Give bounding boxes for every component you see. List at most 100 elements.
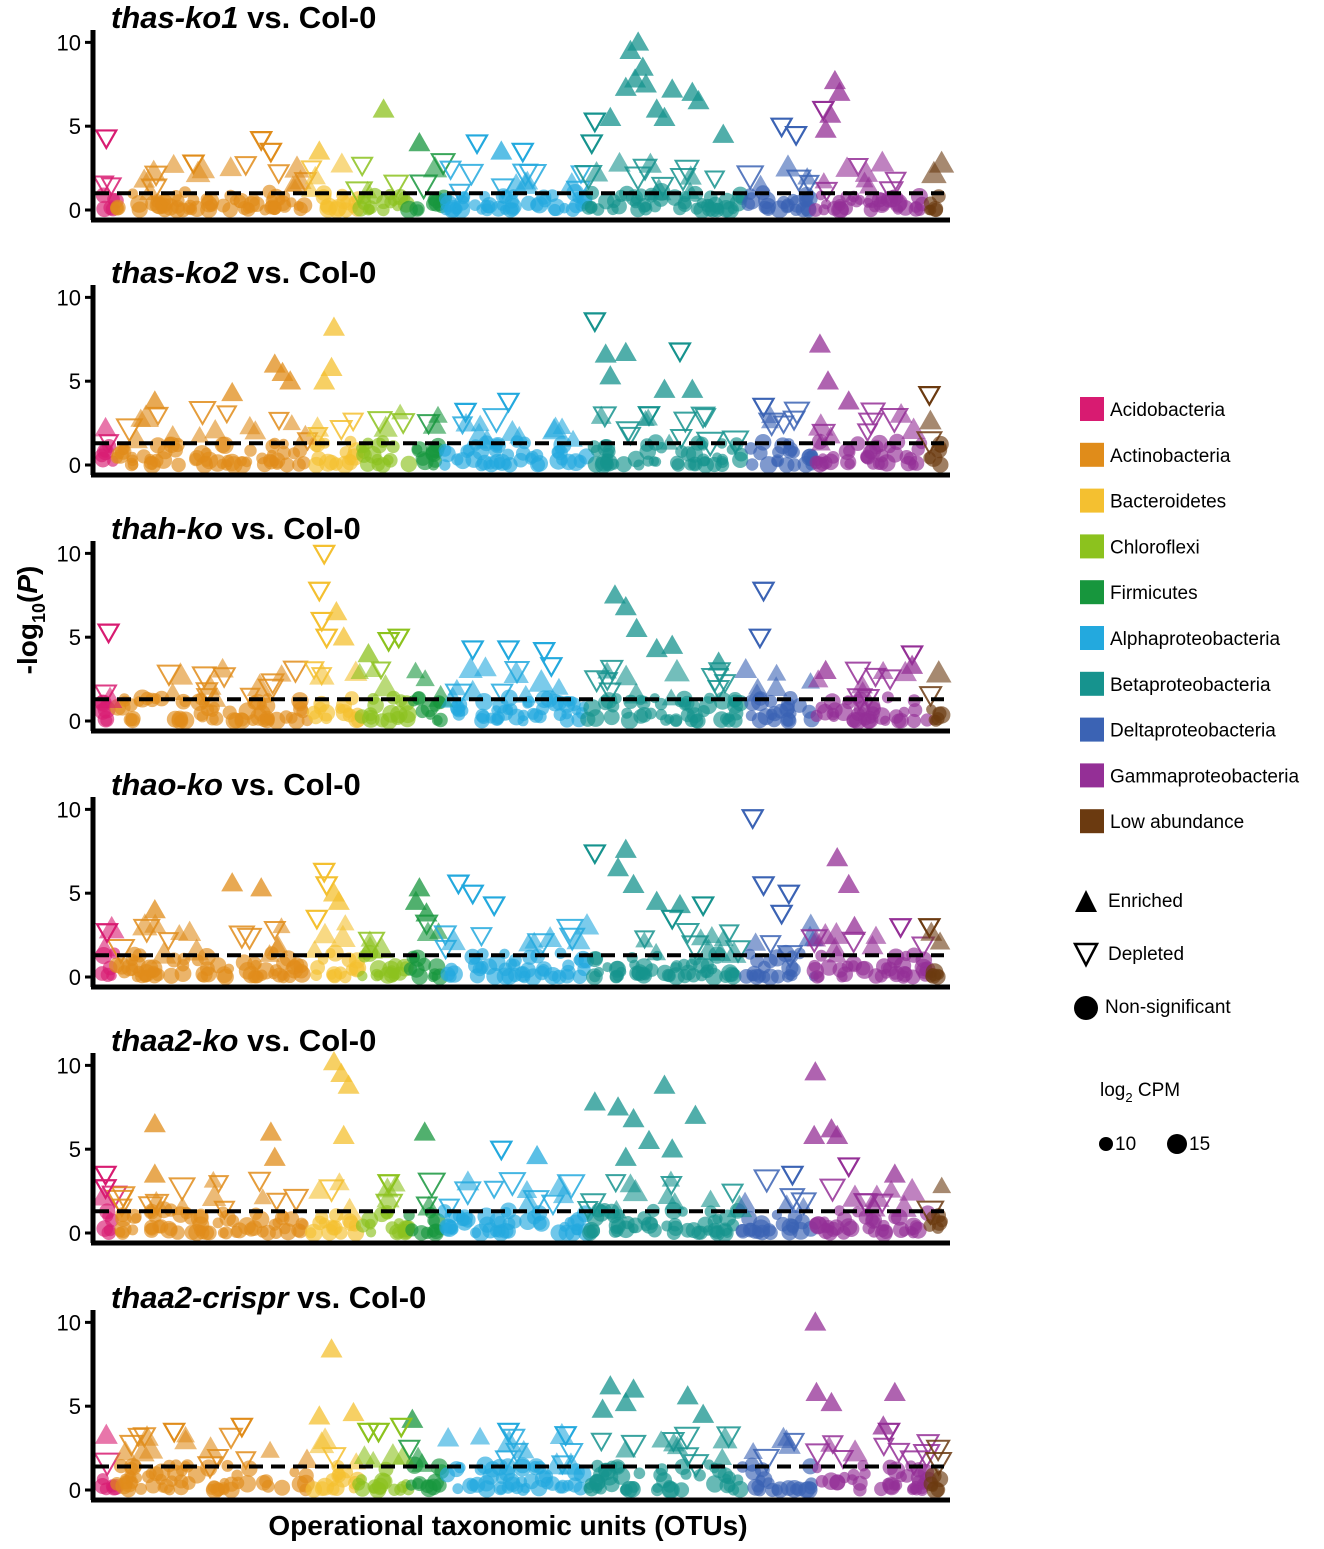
significant-points <box>96 544 924 679</box>
enriched-point <box>456 1170 480 1191</box>
depleted-point <box>356 1422 381 1444</box>
nonsig-point <box>712 1213 723 1225</box>
enriched-point <box>619 1173 642 1193</box>
depleted-point <box>390 413 416 435</box>
depleted-point <box>93 1452 122 1477</box>
enriched-point <box>372 674 399 697</box>
depleted-point <box>314 876 339 898</box>
nonsig-point <box>276 446 291 461</box>
nonsig-point <box>636 707 652 723</box>
panel-title: thas-ko1 vs. Col-0 <box>111 0 376 35</box>
enriched-point <box>516 170 539 190</box>
nonsig-point <box>906 713 922 729</box>
nonsig-point <box>293 201 308 217</box>
enriched-point <box>373 415 398 437</box>
enriched-point <box>308 1405 331 1425</box>
enriched-point <box>219 156 243 177</box>
nonsig-point <box>247 956 262 972</box>
legend-label: Betaproteobacteria <box>1110 675 1271 696</box>
nonsig-point <box>371 437 388 454</box>
nonsig-point <box>900 1469 914 1483</box>
nonsig-point <box>288 447 300 460</box>
depleted-point <box>804 1443 831 1467</box>
nonsig-point <box>755 1474 766 1486</box>
legend-label: Acidobacteria <box>1110 400 1226 421</box>
nonsig-point <box>276 955 291 971</box>
nonsig-point <box>491 705 502 716</box>
enriched-point <box>614 341 637 361</box>
y-tick-label: 5 <box>69 114 81 139</box>
depleted-point <box>341 412 365 433</box>
nonsig-point <box>149 437 166 454</box>
depleted-point <box>703 170 726 190</box>
nonsig-point <box>719 970 732 983</box>
nonsig-point <box>131 1213 142 1224</box>
legend-swatch <box>1080 534 1104 559</box>
depleted-point <box>522 1190 551 1215</box>
depleted-point <box>496 392 521 414</box>
nonsig-point <box>621 1216 635 1230</box>
enriched-point <box>406 661 426 679</box>
depleted-point <box>228 925 256 950</box>
enriched-point <box>259 944 280 962</box>
nonsig-point <box>514 966 531 982</box>
depleted-point <box>604 1174 627 1194</box>
enriched-point <box>513 1439 535 1459</box>
nonsig-point <box>250 708 268 726</box>
depleted-point <box>460 884 485 906</box>
depleted-point <box>790 1192 818 1216</box>
depleted-point <box>769 904 794 926</box>
depleted-point <box>303 661 325 681</box>
nonsig-point <box>813 971 825 983</box>
enriched-point <box>332 1124 355 1145</box>
nonsig-point <box>96 200 113 218</box>
nonsig-point <box>420 1479 435 1494</box>
legend: Acidobacteria Actinobacteria Bacteroidetes… <box>1072 397 1299 1155</box>
depleted-point <box>247 1171 272 1193</box>
enriched-point <box>500 419 525 441</box>
nonsig-point <box>836 1226 851 1240</box>
nonsig-point <box>634 188 648 202</box>
nonsig-point <box>580 711 596 727</box>
depleted-point <box>207 1175 230 1194</box>
depleted-point <box>257 678 285 703</box>
legend-label: Firmicutes <box>1110 583 1198 604</box>
nonsig-point <box>292 458 306 472</box>
nonsig-point <box>721 1473 732 1484</box>
enriched-point <box>828 81 851 101</box>
enriched-point <box>622 1378 645 1398</box>
depleted-point <box>724 940 752 964</box>
nonsig-point <box>864 443 882 460</box>
nonsig-point <box>746 965 762 982</box>
depleted-point <box>539 657 564 678</box>
nonsig-point <box>930 441 948 459</box>
depleted-point <box>668 342 692 364</box>
nonsig-point <box>533 710 547 724</box>
nonsig-point <box>603 709 620 726</box>
enriched-point <box>162 153 185 173</box>
nonsig-point <box>593 966 604 978</box>
nonsig-point <box>145 1468 157 1479</box>
panel-title: thaa2-crispr vs. Col-0 <box>111 1280 426 1315</box>
nonsig-point <box>256 452 268 465</box>
nonsig-point <box>615 456 632 473</box>
nonsig-point <box>531 455 548 472</box>
nonsig-point <box>550 1224 568 1242</box>
nonsig-point <box>114 449 125 460</box>
enriched-point <box>614 1146 637 1166</box>
legend-swatch <box>1080 397 1104 421</box>
enriched-point <box>733 1191 757 1213</box>
nonsig-point <box>785 1218 800 1233</box>
enriched-point <box>391 1444 415 1465</box>
x-axis-label: Operational taxonomic units (OTUs) <box>268 1510 747 1541</box>
depleted-point <box>386 628 411 650</box>
nonsig-point <box>149 453 164 468</box>
y-tick-label: 10 <box>57 30 81 55</box>
depleted-point <box>483 1180 505 1200</box>
y-tick-label: 0 <box>69 198 81 223</box>
depleted-point <box>229 1417 254 1439</box>
enriched-point <box>350 662 369 679</box>
panel-title-genotype: thah-ko <box>111 511 223 546</box>
depleted-point <box>282 1188 310 1213</box>
nonsig-point <box>331 1468 347 1483</box>
